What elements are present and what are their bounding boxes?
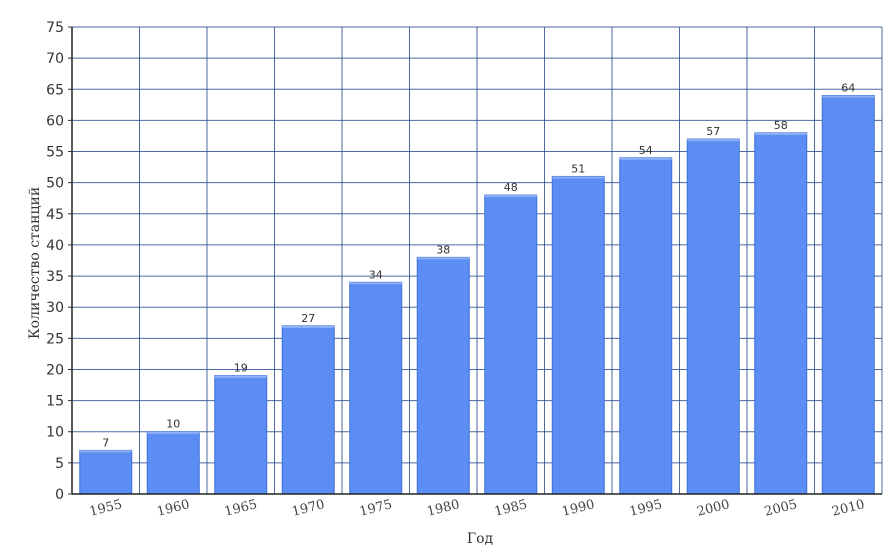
bar-1990	[551, 175, 605, 495]
y-tick-label: 50	[46, 176, 64, 192]
data-label-2005: 58	[774, 119, 788, 132]
bar-1965	[214, 375, 268, 495]
y-axis-ticks: 0 5 10 15 20 25 30 35 40 45 50 55 60 65 70 75	[46, 20, 72, 503]
x-tick-label: 1990	[561, 497, 597, 520]
bar-1955	[79, 449, 133, 495]
y-axis-title: Количество станций	[27, 187, 43, 339]
y-tick-label: 0	[55, 487, 64, 503]
bar-2000	[686, 138, 740, 495]
x-tick-label: 2005	[763, 497, 799, 520]
data-label-1955: 7	[102, 436, 109, 449]
data-label-1990: 51	[571, 162, 585, 175]
x-tick-label: 1975	[358, 497, 394, 520]
x-tick-label: 2000	[696, 497, 732, 520]
y-tick-label: 35	[46, 269, 64, 285]
data-label-1985: 48	[504, 181, 518, 194]
y-tick-label: 10	[46, 425, 64, 441]
data-label-2000: 57	[706, 125, 720, 138]
data-labels-group: 7 10 19 27 34 38 48 51 54 57 58 64	[102, 81, 855, 449]
data-label-1960: 10	[166, 418, 180, 431]
data-label-1980: 38	[436, 243, 450, 256]
bar-1985	[484, 194, 538, 495]
y-tick-label: 75	[46, 20, 64, 36]
x-tick-label: 2010	[831, 497, 867, 520]
data-label-1975: 34	[369, 268, 383, 281]
bar-1980	[416, 256, 470, 495]
y-tick-label: 30	[46, 300, 64, 316]
grid-lines	[71, 26, 883, 495]
bar-1960	[146, 431, 200, 495]
data-label-1995: 54	[639, 144, 653, 157]
y-tick-label: 20	[46, 362, 64, 378]
x-tick-label: 1980	[426, 497, 462, 520]
x-axis-ticks: 1955 1960 1965 1970 1975 1980 1985 1990 1995 2000…	[88, 497, 866, 520]
data-label-2010: 64	[841, 81, 855, 94]
y-tick-label: 5	[55, 456, 64, 472]
y-tick-label: 15	[46, 394, 64, 410]
x-tick-label: 1970	[291, 497, 327, 520]
data-label-1965: 19	[234, 362, 248, 375]
bar-1970	[281, 325, 335, 495]
data-label-1970: 27	[301, 312, 315, 325]
bar-1975	[349, 281, 403, 495]
y-tick-label: 60	[46, 113, 64, 129]
bar-2010	[821, 94, 875, 495]
bars-group	[79, 94, 875, 495]
x-tick-label: 1985	[493, 497, 529, 520]
y-tick-label: 40	[46, 238, 64, 254]
y-tick-label: 55	[46, 145, 64, 161]
y-tick-label: 45	[46, 207, 64, 223]
bar-2005	[754, 132, 808, 495]
y-tick-label: 25	[46, 331, 64, 347]
y-tick-label: 65	[46, 82, 64, 98]
x-tick-label: 1955	[88, 497, 124, 520]
y-tick-label: 70	[46, 51, 64, 67]
x-axis-title: Год	[467, 531, 494, 547]
x-tick-label: 1960	[156, 497, 192, 520]
bar-1995	[619, 157, 673, 495]
x-tick-label: 1965	[223, 497, 259, 520]
x-tick-label: 1995	[628, 497, 664, 520]
